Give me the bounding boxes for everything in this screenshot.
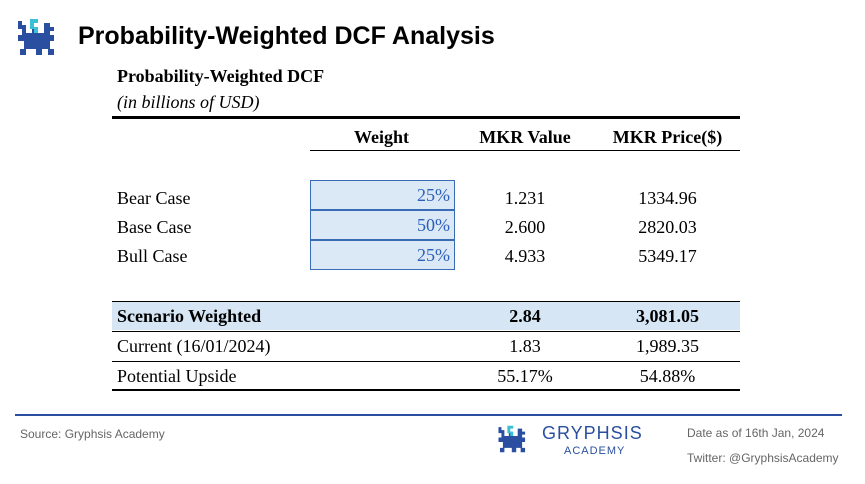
row-rule [112,331,740,332]
weight-value: 25% [417,185,450,205]
summary-rule [112,301,740,302]
row-label: Base Case [117,217,192,237]
row-label: Bull Case [117,246,188,266]
weight-value: 25% [417,245,450,265]
table-title: Probability-Weighted DCF [117,66,325,86]
mkr-price: 1,989.35 [636,336,699,356]
row-label: Scenario Weighted [117,306,262,326]
weight-input[interactable]: 50% [310,210,455,240]
mkr-price: 54.88% [639,366,696,386]
mkr-price: 3,081.05 [636,306,699,326]
row-label: Potential Upside [117,366,237,386]
mkr-value: 1.231 [504,188,546,208]
row-label: Current (16/01/2024) [117,336,271,356]
bottom-rule [112,389,740,391]
row-label: Bear Case [117,188,191,208]
col-header-mkr-price: MKR Price($) [612,127,723,147]
mkr-value: 2.84 [509,306,541,326]
logo-icon [16,17,62,62]
mkr-value: 4.933 [504,246,546,266]
top-rule [112,116,740,119]
mkr-price: 5349.17 [638,246,697,266]
mkr-price: 2820.03 [638,217,697,237]
footer-rule [15,414,842,416]
source-text: Source: Gryphsis Academy [20,427,165,441]
footer-logo-icon [497,424,531,459]
header-rule [310,150,740,151]
weight-input[interactable]: 25% [310,240,455,270]
mkr-price: 1334.96 [638,188,697,208]
mkr-value: 55.17% [497,366,553,386]
twitter-text: Twitter: @GryphsisAcademy [687,451,839,465]
weight-value: 50% [417,215,450,235]
col-header-weight: Weight [353,127,409,147]
date-text: Date as of 16th Jan, 2024 [687,426,825,440]
weight-input[interactable]: 25% [310,180,455,210]
col-header-mkr-value: MKR Value [479,127,571,147]
brand-sub: ACADEMY [564,445,626,457]
weighted-row-highlight [112,302,740,330]
mkr-value: 2.600 [504,217,546,237]
mkr-value: 1.83 [509,336,541,356]
table-unit: (in billions of USD) [117,92,260,112]
page-title: Probability-Weighted DCF Analysis [78,22,495,50]
row-rule [112,361,740,362]
brand-name: GRYPHSIS [542,423,643,443]
